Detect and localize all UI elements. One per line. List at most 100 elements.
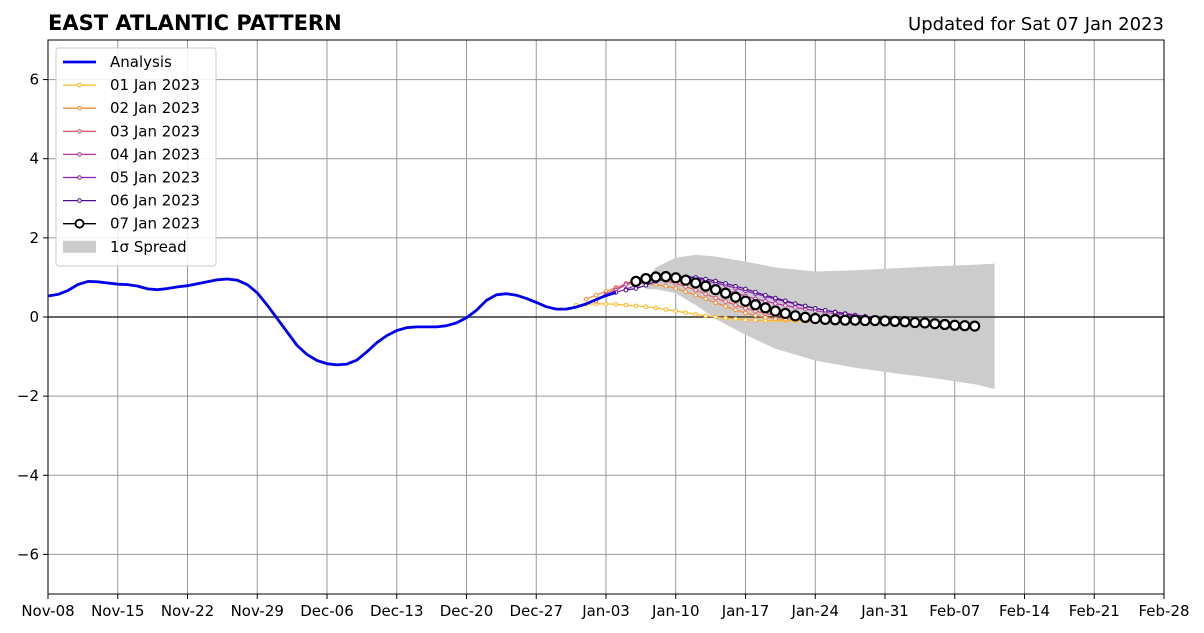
- forecast-point: [773, 301, 778, 306]
- forecast-point: [763, 315, 768, 320]
- forecast-point: [719, 287, 732, 299]
- x-tick-label: Jan-17: [721, 602, 770, 620]
- forecast-point: [633, 303, 639, 309]
- legend-label: 05 Jan 2023: [110, 169, 200, 187]
- forecast-point: [673, 308, 679, 314]
- forecast-point: [733, 302, 738, 308]
- forecast-point: [723, 281, 728, 286]
- forecast-point: [832, 309, 838, 315]
- forecast-point: [623, 282, 629, 287]
- forecast-point: [799, 311, 811, 323]
- forecast-point: [703, 296, 708, 302]
- y-tick-label: −6: [17, 545, 39, 563]
- legend-item-forecast: 03 Jan 2023: [63, 122, 200, 140]
- legend-label: 04 Jan 2023: [110, 145, 200, 163]
- x-tick-label: Jan-03: [581, 602, 630, 620]
- forecast-point: [693, 311, 698, 317]
- legend-item-spread: 1σ Spread: [63, 238, 187, 256]
- legend-item-forecast: 01 Jan 2023: [63, 76, 200, 94]
- x-tick-label: Dec-06: [300, 602, 354, 620]
- x-tick-label: Feb-07: [929, 602, 980, 620]
- forecast-point: [713, 278, 718, 284]
- forecast-point: [959, 320, 971, 332]
- forecast-point: [733, 316, 738, 322]
- forecast-point: [710, 284, 722, 296]
- forecast-point: [663, 283, 669, 289]
- forecast-point: [802, 303, 808, 309]
- forecast-point: [879, 315, 891, 327]
- forecast-point: [779, 307, 791, 320]
- y-tick-label: 0: [29, 308, 39, 326]
- forecast-point: [703, 276, 708, 282]
- forecast-point: [680, 274, 692, 286]
- forecast-point: [899, 316, 911, 328]
- forecast-point: [663, 307, 669, 312]
- forecast-point: [693, 287, 698, 293]
- forecast-point: [623, 302, 629, 308]
- legend-swatch-marker: [77, 105, 82, 111]
- legend-item-forecast: 06 Jan 2023: [63, 192, 200, 210]
- forecast-point: [683, 289, 689, 294]
- forecast-point: [793, 305, 798, 310]
- x-tick-label: Nov-08: [21, 602, 74, 620]
- forecast-point: [690, 277, 702, 289]
- forecast-point: [969, 320, 981, 332]
- legend-box: [55, 47, 217, 267]
- x-tick-label: Dec-20: [440, 602, 494, 620]
- legend-swatch-marker: [77, 129, 82, 134]
- legend-swatch-spread: [63, 240, 96, 253]
- forecast-point: [753, 313, 758, 318]
- forecast-point: [683, 310, 689, 315]
- forecast-point: [769, 305, 781, 317]
- legend-label: 03 Jan 2023: [110, 122, 200, 140]
- forecast-point: [939, 318, 951, 331]
- chart-title: EAST ATLANTIC PATTERN: [48, 11, 342, 35]
- forecast-point: [713, 295, 718, 301]
- forecast-point: [773, 295, 778, 301]
- legend-swatch-marker: [77, 82, 82, 88]
- forecast-point: [723, 304, 728, 309]
- forecast-point: [783, 303, 788, 308]
- forecast-point: [829, 314, 841, 326]
- forecast-point: [733, 307, 738, 313]
- forecast-point: [849, 314, 861, 326]
- forecast-point: [949, 319, 961, 331]
- forecast-point: [633, 286, 639, 291]
- forecast-point: [733, 283, 738, 289]
- legend-label: Analysis: [110, 53, 172, 71]
- legend-item-forecast: 04 Jan 2023: [63, 145, 200, 163]
- forecast-point: [859, 314, 871, 327]
- analysis-line: [47, 277, 617, 367]
- y-axis: 6 4 2 0 −2 −4 −6: [17, 71, 48, 563]
- forecast-point: [729, 291, 742, 303]
- y-tick-label: 4: [29, 150, 39, 168]
- forecast-series: [630, 271, 981, 332]
- x-tick-label: Feb-28: [1138, 602, 1189, 620]
- forecast-point: [603, 301, 609, 307]
- forecast-point: [809, 312, 821, 325]
- forecast-point: [743, 305, 748, 311]
- legend-swatch-marker: [77, 198, 82, 203]
- forecast-point: [723, 315, 728, 321]
- y-tick-label: 2: [29, 229, 39, 247]
- x-tick-label: Nov-15: [91, 602, 144, 620]
- forecast-point: [889, 315, 901, 327]
- forecast-point: [593, 292, 599, 298]
- forecast-point: [839, 314, 851, 326]
- forecast-point: [753, 317, 758, 323]
- forecast-point: [623, 287, 629, 293]
- forecast-point: [812, 305, 818, 311]
- series-layer: [47, 271, 981, 367]
- forecast-point: [739, 295, 752, 307]
- forecast-point: [630, 275, 642, 287]
- forecast-point: [929, 318, 941, 330]
- forecast-point: [749, 299, 762, 311]
- x-tick-label: Dec-27: [509, 602, 563, 620]
- forecast-point: [670, 272, 682, 284]
- legend-item-forecast: 02 Jan 2023: [63, 99, 200, 117]
- y-tick-label: 6: [29, 71, 39, 89]
- legend-item-forecast: 05 Jan 2023: [63, 169, 200, 187]
- forecast-point: [583, 296, 589, 302]
- forecast-point: [693, 292, 698, 298]
- forecast-point: [743, 317, 748, 323]
